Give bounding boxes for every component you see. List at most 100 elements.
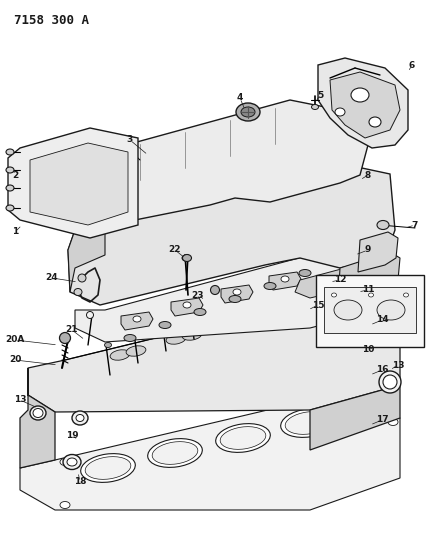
Ellipse shape — [335, 108, 345, 116]
Polygon shape — [260, 147, 305, 180]
Ellipse shape — [182, 254, 191, 262]
Ellipse shape — [166, 334, 186, 344]
Polygon shape — [210, 157, 255, 190]
Text: 23: 23 — [192, 290, 204, 300]
Ellipse shape — [299, 270, 311, 277]
Polygon shape — [310, 385, 400, 450]
Ellipse shape — [194, 309, 206, 316]
Ellipse shape — [369, 117, 381, 127]
Ellipse shape — [388, 418, 398, 425]
Ellipse shape — [81, 454, 135, 482]
Ellipse shape — [281, 409, 335, 438]
Text: 11: 11 — [362, 286, 374, 295]
Ellipse shape — [60, 458, 70, 465]
Ellipse shape — [72, 411, 88, 425]
Text: 13: 13 — [392, 360, 404, 369]
Text: 1: 1 — [12, 228, 18, 237]
Ellipse shape — [222, 318, 242, 328]
Ellipse shape — [238, 314, 258, 324]
FancyBboxPatch shape — [316, 275, 424, 347]
Ellipse shape — [273, 271, 279, 276]
Polygon shape — [330, 72, 400, 138]
Ellipse shape — [377, 221, 389, 230]
Ellipse shape — [110, 350, 130, 360]
Ellipse shape — [85, 457, 131, 479]
Text: 9: 9 — [365, 246, 371, 254]
Ellipse shape — [281, 276, 289, 282]
Polygon shape — [338, 252, 400, 302]
Ellipse shape — [160, 319, 167, 324]
Ellipse shape — [152, 442, 198, 464]
Ellipse shape — [124, 335, 136, 342]
Text: 7: 7 — [412, 221, 418, 230]
Ellipse shape — [126, 346, 146, 356]
Ellipse shape — [6, 149, 14, 155]
Polygon shape — [110, 177, 155, 210]
Ellipse shape — [183, 302, 191, 308]
Ellipse shape — [383, 375, 397, 389]
Polygon shape — [68, 215, 105, 292]
Polygon shape — [221, 285, 253, 303]
Ellipse shape — [59, 333, 71, 343]
Ellipse shape — [332, 293, 336, 297]
Polygon shape — [28, 298, 400, 412]
Text: 3: 3 — [127, 135, 133, 144]
Ellipse shape — [148, 439, 202, 467]
Ellipse shape — [334, 300, 362, 320]
Polygon shape — [358, 232, 398, 272]
Text: 4: 4 — [237, 93, 243, 102]
Polygon shape — [295, 264, 375, 298]
Polygon shape — [20, 400, 400, 510]
Ellipse shape — [159, 321, 171, 328]
Ellipse shape — [241, 107, 255, 117]
Ellipse shape — [244, 282, 252, 287]
Ellipse shape — [220, 426, 266, 449]
Ellipse shape — [307, 400, 317, 407]
Text: 20: 20 — [9, 356, 21, 365]
Ellipse shape — [229, 295, 241, 303]
Ellipse shape — [217, 295, 223, 300]
Text: 20A: 20A — [5, 335, 25, 344]
Ellipse shape — [6, 185, 14, 191]
Ellipse shape — [86, 311, 93, 319]
Text: 10: 10 — [362, 345, 374, 354]
Polygon shape — [160, 167, 205, 200]
Ellipse shape — [264, 282, 276, 289]
Text: 21: 21 — [66, 326, 78, 335]
Ellipse shape — [182, 255, 190, 261]
Polygon shape — [121, 312, 153, 330]
Ellipse shape — [278, 302, 298, 312]
Ellipse shape — [6, 205, 14, 211]
Text: 12: 12 — [334, 276, 346, 285]
Ellipse shape — [33, 408, 43, 417]
Text: 2: 2 — [12, 171, 18, 180]
Text: 18: 18 — [74, 478, 86, 487]
Ellipse shape — [351, 88, 369, 102]
Ellipse shape — [379, 371, 401, 393]
Ellipse shape — [60, 502, 70, 508]
Ellipse shape — [369, 293, 374, 297]
Ellipse shape — [188, 306, 196, 311]
Polygon shape — [75, 255, 380, 342]
Ellipse shape — [285, 411, 331, 434]
Ellipse shape — [133, 330, 140, 335]
Polygon shape — [171, 298, 203, 316]
Ellipse shape — [216, 424, 270, 453]
Ellipse shape — [312, 104, 318, 109]
Polygon shape — [318, 58, 408, 148]
Text: 17: 17 — [376, 416, 388, 424]
Ellipse shape — [74, 288, 82, 295]
Ellipse shape — [104, 343, 112, 348]
Ellipse shape — [182, 330, 202, 340]
Text: 6: 6 — [409, 61, 415, 69]
Ellipse shape — [6, 167, 14, 173]
Text: 19: 19 — [65, 431, 78, 440]
Polygon shape — [20, 368, 55, 468]
Text: 24: 24 — [46, 273, 58, 282]
Ellipse shape — [233, 289, 241, 295]
Ellipse shape — [294, 298, 314, 308]
Polygon shape — [30, 143, 128, 225]
Polygon shape — [8, 128, 138, 238]
Polygon shape — [324, 287, 416, 333]
Polygon shape — [68, 158, 395, 305]
